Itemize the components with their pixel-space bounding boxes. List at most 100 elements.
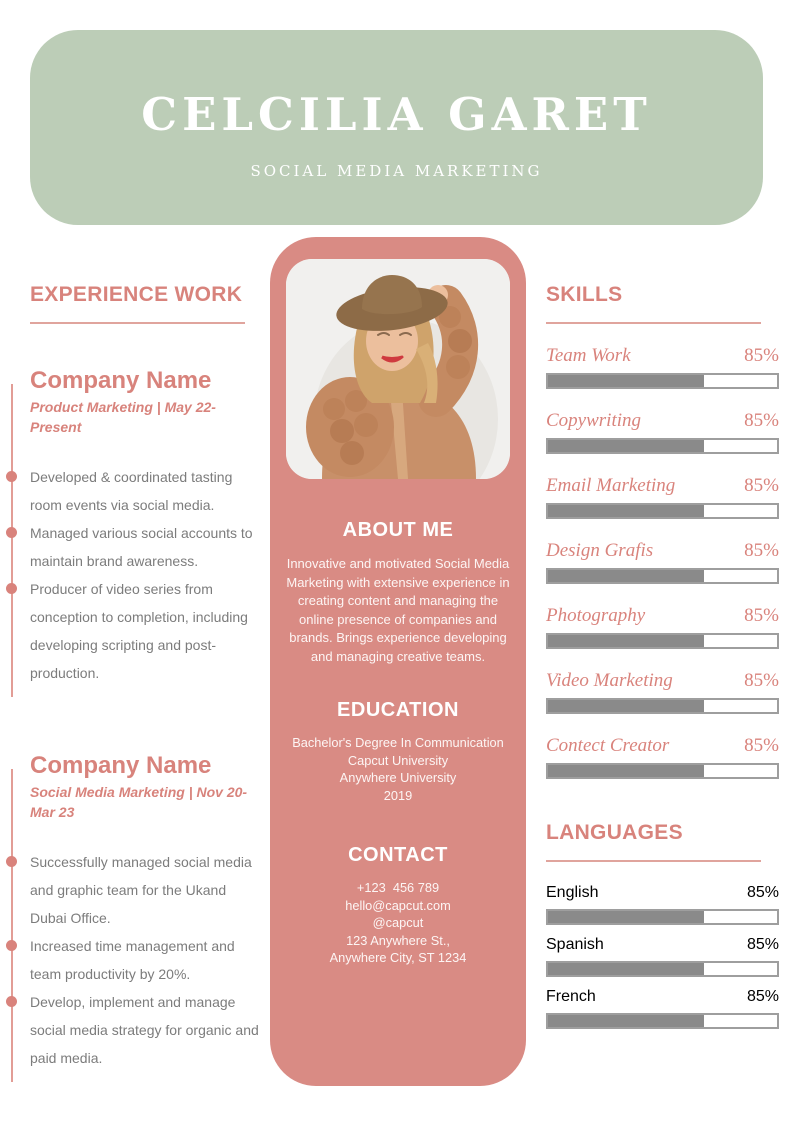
bullet-dot-icon [6,995,17,1007]
bullet-dot-icon [6,855,17,867]
timeline-line [11,768,13,1082]
about-text: Innovative and motivated Social Media Ma… [286,556,510,664]
skill-label: Video Marketing [546,670,673,691]
skill-item: Video Marketing 85% [546,670,779,714]
language-bar [546,961,779,977]
contact-address-line: 123 Anywhere St., [346,932,450,948]
education-line: 2019 [383,787,413,803]
skill-bar-fill [548,440,704,452]
contact-title: CONTACT [348,844,448,866]
job-bullet-text: Develop, implement and manage social med… [30,993,259,1066]
bullet-dot-icon [6,470,17,482]
contact-handle: @capcut [372,915,424,930]
skill-bar [546,438,779,454]
about-title: ABOUT ME [342,519,454,541]
job-entry: Company Name Social Media Marketing | No… [6,751,262,1082]
contact-phone: +123 456 789 [356,880,440,895]
skills-list: Team Work 85% Copywriting 85% Email Market… [546,345,779,779]
page-title: CELCILIA GARET [141,88,652,141]
skill-percent: 85% [744,735,779,756]
job-bullet: Developed & coordinated tasting room eve… [6,463,262,519]
skill-item: Copywriting 85% [546,410,779,454]
language-bar-fill [548,1015,704,1027]
skill-bar [546,373,779,389]
skill-bar-fill [548,700,704,712]
skill-label: Email Marketing [546,475,676,496]
experience-title: EXPERIENCE WORK [30,283,243,306]
job-bullet-text: Producer of video series from conception… [30,580,248,681]
job-bullet: Producer of video series from conception… [6,575,262,687]
language-label: Spanish [546,936,604,953]
skill-label: Photography [546,605,646,626]
bullet-dot-icon [6,582,17,594]
skill-item: Design Grafis 85% [546,540,779,584]
profile-panel: ABOUT ME Innovative and motivated Social… [270,237,526,1086]
skills-divider [546,322,761,324]
skill-bar [546,503,779,519]
language-bar-fill [548,963,704,975]
skill-bar-fill [548,635,704,647]
language-bar [546,1013,779,1029]
skill-percent: 85% [744,410,779,431]
job-bullet: Increased time management and team produ… [6,932,262,988]
skill-item: Team Work 85% [546,345,779,389]
skill-label: Team Work [546,345,631,366]
contact-address-line: Anywhere City, ST 1234 [329,950,467,965]
job-meta: Social Media Marketing | Nov 20-Mar 23 [30,783,248,821]
skill-percent: 85% [744,475,779,496]
job-bullet: Successfully managed social media and gr… [6,848,262,932]
job-bullet: Develop, implement and manage social med… [6,988,262,1072]
skill-percent: 85% [744,540,779,561]
header-role: SOCIAL MEDIA MARKETING [250,161,543,180]
skill-label: Design Grafis [546,540,654,561]
skill-item: Photography 85% [546,605,779,649]
languages-divider [546,860,761,862]
education-line: Capcut University [347,752,449,768]
job-bullet-text: Increased time management and team produ… [30,937,235,982]
skill-bar-fill [548,505,704,517]
education-line: Anywhere University [339,770,457,785]
portrait-illustration [286,259,510,479]
skill-percent: 85% [744,605,779,626]
job-bullet-text: Developed & coordinated tasting room eve… [30,468,233,513]
skill-bar [546,633,779,649]
language-label: French [546,988,596,1005]
bullet-dot-icon [6,939,17,951]
job-bullet: Managed various social accounts to maint… [6,519,262,575]
skill-label: Copywriting [546,410,642,431]
header-banner: CELCILIA GARET SOCIAL MEDIA MARKETING [30,30,763,225]
education-title: EDUCATION [337,699,459,721]
language-bar-fill [548,911,704,923]
skill-item: Email Marketing 85% [546,475,779,519]
language-item: Spanish 85% [546,934,779,977]
language-percent: 85% [746,884,779,901]
bullet-dot-icon [6,526,17,538]
contact-details: +123 456 789 hello@capcut.com @capcut 12… [270,879,526,967]
skill-bar [546,763,779,779]
contact-email: hello@capcut.com [345,897,451,913]
skill-bar-fill [548,570,704,582]
company-name: Company Name [30,367,212,394]
language-label: English [546,884,599,901]
experience-section: EXPERIENCE WORK Company Name Product Mar… [6,283,262,1082]
company-name: Company Name [30,751,212,779]
job-bullets: Successfully managed social media and gr… [6,848,262,1072]
skill-percent: 85% [744,670,779,691]
skills-section: SKILLS Team Work 85% Copywriting 85% Email… [546,283,779,779]
languages-title: LANGUAGES [546,821,683,844]
language-bar [546,909,779,925]
language-item: English 85% [546,882,779,925]
languages-section: LANGUAGES English 85% Spanish 85% French 85… [546,821,779,1029]
job-bullet-text: Successfully managed social media and gr… [30,853,252,926]
language-percent: 85% [746,988,779,1005]
languages-list: English 85% Spanish 85% French 85% [546,882,779,1029]
profile-photo [286,259,510,479]
education-details: Bachelor's Degree In Communication Capcu… [270,734,526,804]
skill-item: Contect Creator 85% [546,735,779,779]
experience-divider [30,322,245,324]
timeline-line [11,384,13,697]
job-bullet-text: Managed various social accounts to maint… [30,524,253,569]
job-bullets: Developed & coordinated tasting room eve… [6,463,262,687]
skill-bar [546,698,779,714]
